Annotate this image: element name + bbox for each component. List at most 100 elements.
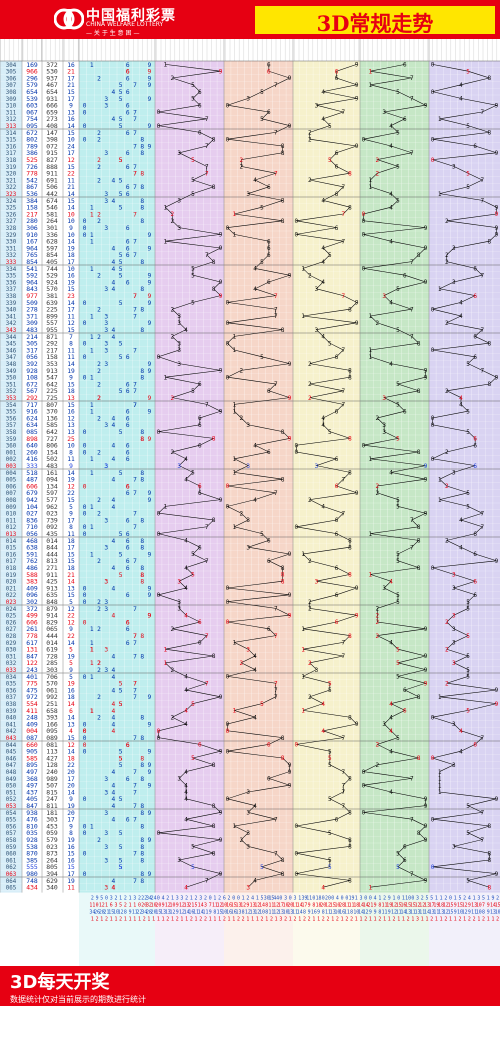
distribution-digit: 3	[104, 286, 108, 293]
stat-cell: 2	[228, 896, 231, 902]
stat-cell: 13	[405, 910, 411, 916]
stat-cell: 12	[325, 903, 331, 909]
stat-cell: 1	[110, 917, 113, 923]
column-header-row	[0, 39, 500, 61]
issue-number: 010	[6, 512, 17, 518]
hundreds-trend-digit: 6	[198, 381, 202, 388]
distribution-digit: 5	[119, 470, 123, 477]
draw-number: 836	[26, 516, 38, 524]
distribution-digit: 8	[140, 470, 144, 477]
distribution-digit: 9	[148, 613, 152, 620]
trial-number: 913	[46, 584, 58, 592]
draw-number: 591	[26, 550, 38, 558]
sum-tail-trend-digit: 4	[389, 300, 393, 307]
draw-number: 416	[26, 455, 38, 463]
distribution-digit: 5	[119, 191, 123, 198]
units-trend-digit: 6	[335, 531, 339, 538]
hundreds-trend-digit: 0	[157, 531, 161, 538]
issue-number: 352	[6, 389, 16, 395]
span-trend-digit: 6	[473, 463, 477, 470]
distribution-digit: 7	[133, 511, 137, 518]
draw-number: 056	[26, 353, 38, 361]
units-trend-digit: 6	[335, 225, 339, 232]
span-trend-digit: 9	[495, 374, 499, 381]
stat-cell: 1	[228, 917, 231, 923]
span-trend-digit: 3	[452, 470, 456, 477]
distribution-digit: 5	[119, 755, 123, 762]
sum-tail-trend-digit: 2	[375, 157, 379, 164]
hundreds-trend-digit: 9	[219, 497, 223, 504]
distribution-digit: 2	[97, 558, 101, 565]
units-trend-digit: 5	[328, 680, 332, 687]
stat-cell: 13	[438, 910, 444, 916]
stat-cell: 20	[155, 903, 161, 909]
sum-tail-trend-digit: 8	[417, 830, 421, 837]
stat-cell: 3	[199, 896, 202, 902]
draw-number: 928	[26, 367, 38, 375]
trial-number: 225	[46, 387, 58, 395]
hundreds-trend-digit: 4	[184, 796, 188, 803]
issue-number: 353	[6, 396, 17, 402]
tens-trend-digit: 6	[267, 626, 271, 633]
distribution-digit: 1	[90, 211, 94, 218]
span-trend-digit: 3	[452, 585, 456, 592]
tens-trend-digit: 2	[239, 510, 243, 517]
units-trend-digit: 7	[341, 293, 345, 300]
distribution-digit: 0	[83, 137, 87, 144]
distribution-digit: 2	[97, 177, 101, 184]
span-trend-digit: 3	[452, 164, 456, 171]
span-trend-digit: 1	[438, 782, 442, 789]
span-trend-digit: 1	[438, 497, 442, 504]
sum-tail-trend-digit: 2	[375, 170, 379, 177]
sum-tail-trend-digit: 0	[362, 442, 366, 449]
distribution-digit: 7	[133, 783, 137, 790]
stat-cell: 39	[301, 896, 307, 902]
stat-cell: 13	[278, 910, 284, 916]
distribution-digit: 8	[140, 137, 144, 144]
issue-number: 042	[6, 729, 16, 735]
sum-value: 4	[69, 728, 73, 735]
hundreds-trend-digit: 4	[184, 585, 188, 592]
stat-cell: 15	[268, 896, 274, 902]
sum-value: 9	[69, 511, 73, 518]
tens-trend-digit: 3	[246, 96, 250, 103]
distribution-digit: 0	[83, 320, 87, 327]
distribution-digit: 4	[112, 259, 116, 266]
units-trend-digit: 2	[308, 136, 312, 143]
tens-trend-digit: 8	[281, 476, 285, 483]
sum-tail-trend-digit: 6	[403, 408, 407, 415]
sum-tail-trend-digit: 0	[362, 769, 366, 776]
units-trend-digit: 6	[335, 483, 339, 490]
span-trend-digit: 7	[480, 368, 484, 375]
span-trend-digit: 7	[480, 272, 484, 279]
tens-trend-digit: 1	[233, 823, 237, 830]
units-trend-digit: 0	[295, 449, 299, 456]
sum-value: 8	[69, 449, 73, 456]
tens-trend-digit: 6	[267, 742, 271, 749]
trial-number: 937	[46, 74, 58, 82]
issue-number: 317	[6, 151, 17, 157]
tens-trend-digit: 0	[226, 721, 230, 728]
sum-tail-trend-digit: 4	[389, 470, 393, 477]
stat-cell: 14	[198, 903, 204, 909]
stat-cell: 3	[176, 896, 179, 902]
tens-trend-digit: 4	[253, 266, 257, 273]
hundreds-trend-digit: 8	[212, 136, 216, 143]
tens-trend-digit: 7	[274, 82, 278, 89]
stat-cell: 11	[193, 910, 199, 916]
distribution-digit: 0	[83, 218, 87, 225]
distribution-digit: 4	[112, 415, 116, 422]
issue-number: 318	[6, 158, 17, 164]
sum-tail-trend-digit: 8	[417, 524, 421, 531]
span-trend-digit: 6	[473, 143, 477, 150]
distribution-digit: 6	[126, 245, 130, 252]
sum-value: 10	[67, 137, 75, 144]
stat-cell: 44	[273, 896, 279, 902]
stat-cell: 18	[316, 903, 322, 909]
issue-number: 326	[6, 212, 17, 218]
hundreds-trend-digit: 5	[191, 96, 195, 103]
hundreds-trend-digit: 0	[157, 109, 161, 116]
distribution-digit: 9	[148, 762, 152, 769]
distribution-digit: 7	[133, 640, 137, 647]
distribution-digit: 4	[112, 878, 116, 885]
